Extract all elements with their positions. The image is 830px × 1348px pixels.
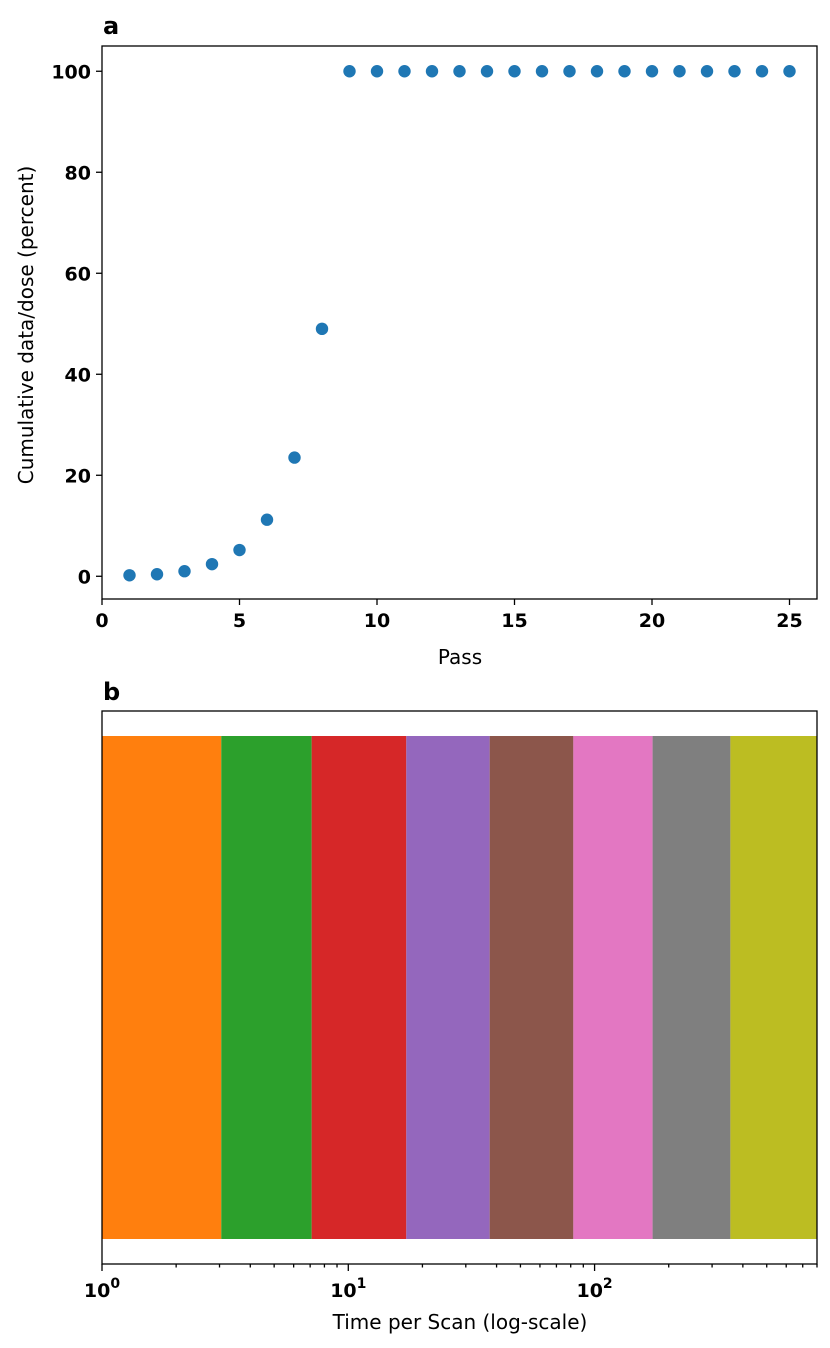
segment-bar-chart: 100 101 102 [84,710,818,1302]
bar-segment [221,736,312,1239]
bar-segment [102,736,222,1239]
data-point [425,65,439,78]
bar-segment [652,736,731,1239]
data-point [123,569,136,582]
panel-a-label: a [103,12,119,40]
data-point [453,65,466,78]
data-point [700,65,714,78]
bar-segment [730,736,817,1239]
data-point [673,65,686,78]
data-point [370,65,384,78]
bar-segment [573,736,653,1239]
panel-b-x-axis-label: Time per Scan (log-scale) [332,1310,588,1334]
x-tick-label: 5 [233,610,246,632]
bar-segment [489,736,574,1239]
x-tick-label: 0 [95,610,108,632]
panel-b-plot-frame [101,710,818,1265]
x-tick-label: 100 [84,1276,120,1302]
data-point [178,565,191,578]
panel-a-y-axis-label: Cumulative data/dose (percent) [14,166,38,485]
x-tick-label: 15 [501,610,527,632]
y-tick-label: 20 [65,465,91,487]
bar-segment [406,736,490,1239]
data-point [755,65,769,78]
data-point [233,543,246,557]
panel-b-label: b [103,678,120,706]
data-point [315,322,329,336]
data-point [398,65,411,78]
data-point [288,451,301,464]
y-tick-label: 80 [65,162,91,184]
panel-a-x-axis-label: Pass [438,645,482,669]
data-point [508,65,521,78]
data-point [535,65,549,78]
bar-segment [311,736,407,1239]
data-point [205,557,219,571]
scatter-chart: 0 5 10 15 20 25 0 20 40 60 80 100 [51,45,818,632]
panel-a-plot-frame [101,45,818,600]
y-tick-label: 100 [51,61,91,83]
x-tick-label: 10 [364,610,390,632]
data-point [645,65,659,78]
data-point [618,65,631,78]
x-tick-label: 25 [776,610,802,632]
x-tick-label: 102 [576,1276,612,1302]
data-point [343,65,356,78]
data-point [480,65,494,78]
data-point [590,65,604,78]
data-point [260,513,274,526]
y-tick-label: 40 [65,364,91,386]
y-tick-label: 60 [65,263,91,285]
data-point [150,568,164,581]
data-point [783,65,796,78]
data-point [563,65,576,78]
x-tick-label: 20 [639,610,665,632]
y-tick-label: 0 [78,566,91,588]
x-tick-label: 101 [330,1276,366,1302]
data-point [728,65,741,78]
